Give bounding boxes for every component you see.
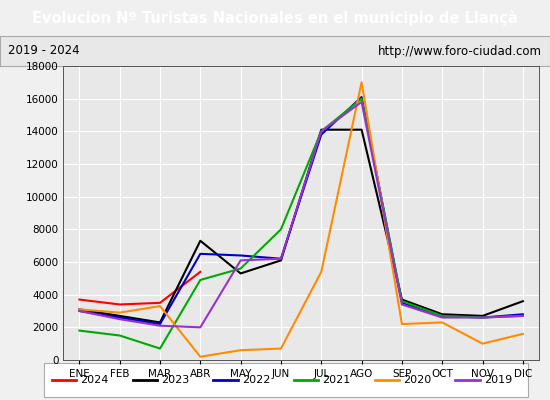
Text: 2019: 2019: [483, 375, 512, 385]
Text: 2020: 2020: [403, 375, 431, 385]
FancyBboxPatch shape: [44, 363, 528, 397]
Text: http://www.foro-ciudad.com: http://www.foro-ciudad.com: [378, 44, 542, 58]
Text: 2023: 2023: [161, 375, 189, 385]
Text: 2019 - 2024: 2019 - 2024: [8, 44, 80, 58]
Text: 2024: 2024: [80, 375, 109, 385]
Text: 2022: 2022: [241, 375, 270, 385]
Text: Evolucion Nº Turistas Nacionales en el municipio de Llançà: Evolucion Nº Turistas Nacionales en el m…: [32, 10, 518, 26]
Text: 2021: 2021: [322, 375, 350, 385]
